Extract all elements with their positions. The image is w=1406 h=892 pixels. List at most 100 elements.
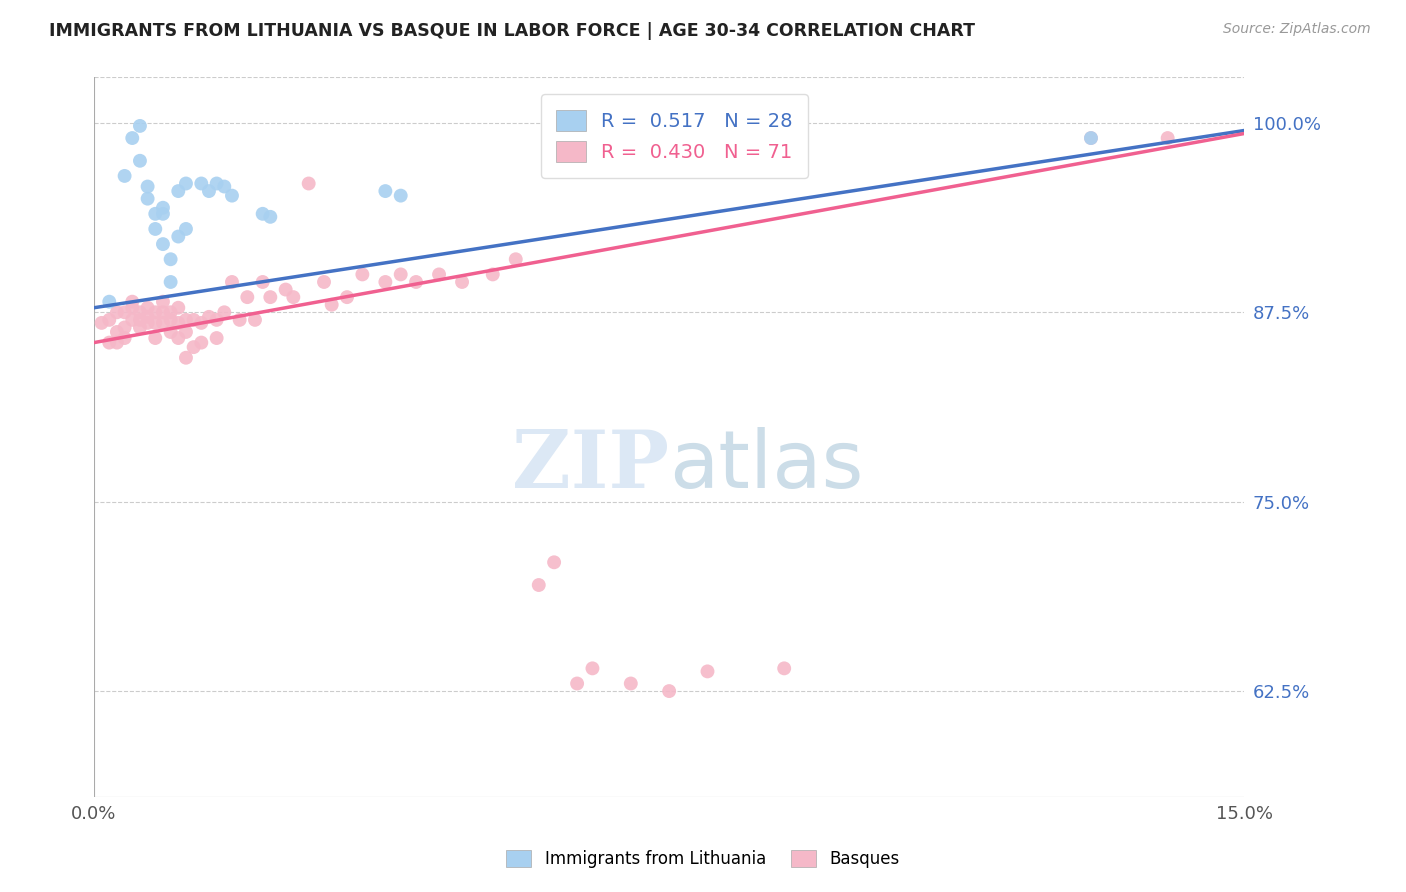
Point <box>205 313 228 327</box>
Text: ZIP: ZIP <box>512 427 669 505</box>
Point <box>98 313 121 327</box>
Point <box>174 222 197 236</box>
Point <box>565 676 588 690</box>
Point <box>228 313 250 327</box>
Point <box>159 325 181 339</box>
Point <box>214 179 236 194</box>
Point <box>352 268 374 282</box>
Point <box>90 316 112 330</box>
Point <box>143 331 166 345</box>
Point <box>198 310 221 324</box>
Point <box>190 177 212 191</box>
Point <box>136 316 159 330</box>
Point <box>283 290 305 304</box>
Point <box>581 661 603 675</box>
Point <box>259 290 281 304</box>
Point <box>214 305 236 319</box>
Legend: Immigrants from Lithuania, Basques: Immigrants from Lithuania, Basques <box>499 843 907 875</box>
Point <box>174 313 197 327</box>
Point <box>252 275 274 289</box>
Point <box>129 320 152 334</box>
Point <box>312 275 335 289</box>
Point <box>236 290 259 304</box>
Point <box>221 188 243 202</box>
Point <box>658 684 681 698</box>
Point <box>136 301 159 315</box>
Point <box>114 169 136 183</box>
Point <box>121 301 143 315</box>
Point <box>129 313 152 327</box>
Point <box>243 313 266 327</box>
Point <box>198 184 221 198</box>
Point <box>152 316 174 330</box>
Point <box>152 237 174 252</box>
Point <box>1080 131 1102 145</box>
Point <box>98 335 121 350</box>
Point <box>105 325 128 339</box>
Point <box>105 305 128 319</box>
Point <box>167 331 190 345</box>
Point <box>114 305 136 319</box>
Point <box>274 283 297 297</box>
Point <box>183 313 205 327</box>
Point <box>167 184 190 198</box>
Point <box>190 316 212 330</box>
Point <box>405 275 427 289</box>
Point <box>252 207 274 221</box>
Point <box>143 316 166 330</box>
Text: atlas: atlas <box>669 427 863 505</box>
Point <box>143 305 166 319</box>
Point <box>143 207 166 221</box>
Point <box>159 313 181 327</box>
Point <box>129 153 152 168</box>
Point <box>321 298 343 312</box>
Legend: R =  0.517   N = 28, R =  0.430   N = 71: R = 0.517 N = 28, R = 0.430 N = 71 <box>541 95 808 178</box>
Point <box>298 177 321 191</box>
Point <box>183 340 205 354</box>
Point <box>152 305 174 319</box>
Point <box>98 294 121 309</box>
Point <box>136 192 159 206</box>
Point <box>259 210 281 224</box>
Point <box>121 294 143 309</box>
Point <box>105 335 128 350</box>
Point <box>1156 131 1178 145</box>
Point <box>205 331 228 345</box>
Point <box>159 305 181 319</box>
Text: Source: ZipAtlas.com: Source: ZipAtlas.com <box>1223 22 1371 37</box>
Point <box>121 131 143 145</box>
Point <box>152 207 174 221</box>
Point <box>389 268 412 282</box>
Point <box>159 252 181 267</box>
Point <box>451 275 474 289</box>
Point <box>481 268 503 282</box>
Point <box>374 275 396 289</box>
Point <box>221 275 243 289</box>
Point <box>114 320 136 334</box>
Text: IMMIGRANTS FROM LITHUANIA VS BASQUE IN LABOR FORCE | AGE 30-34 CORRELATION CHART: IMMIGRANTS FROM LITHUANIA VS BASQUE IN L… <box>49 22 976 40</box>
Point <box>505 252 527 267</box>
Point <box>427 268 450 282</box>
Point <box>190 335 212 350</box>
Point <box>143 222 166 236</box>
Point <box>543 555 565 569</box>
Point <box>174 351 197 365</box>
Point <box>159 275 181 289</box>
Point <box>1080 131 1102 145</box>
Point <box>205 177 228 191</box>
Point <box>152 294 174 309</box>
Point <box>167 301 190 315</box>
Point <box>773 661 796 675</box>
Point <box>114 331 136 345</box>
Point <box>167 316 190 330</box>
Point <box>136 310 159 324</box>
Point <box>121 313 143 327</box>
Point <box>129 305 152 319</box>
Point <box>336 290 359 304</box>
Point <box>620 676 643 690</box>
Point <box>174 325 197 339</box>
Point <box>374 184 396 198</box>
Point <box>152 201 174 215</box>
Point <box>136 179 159 194</box>
Point <box>696 665 718 679</box>
